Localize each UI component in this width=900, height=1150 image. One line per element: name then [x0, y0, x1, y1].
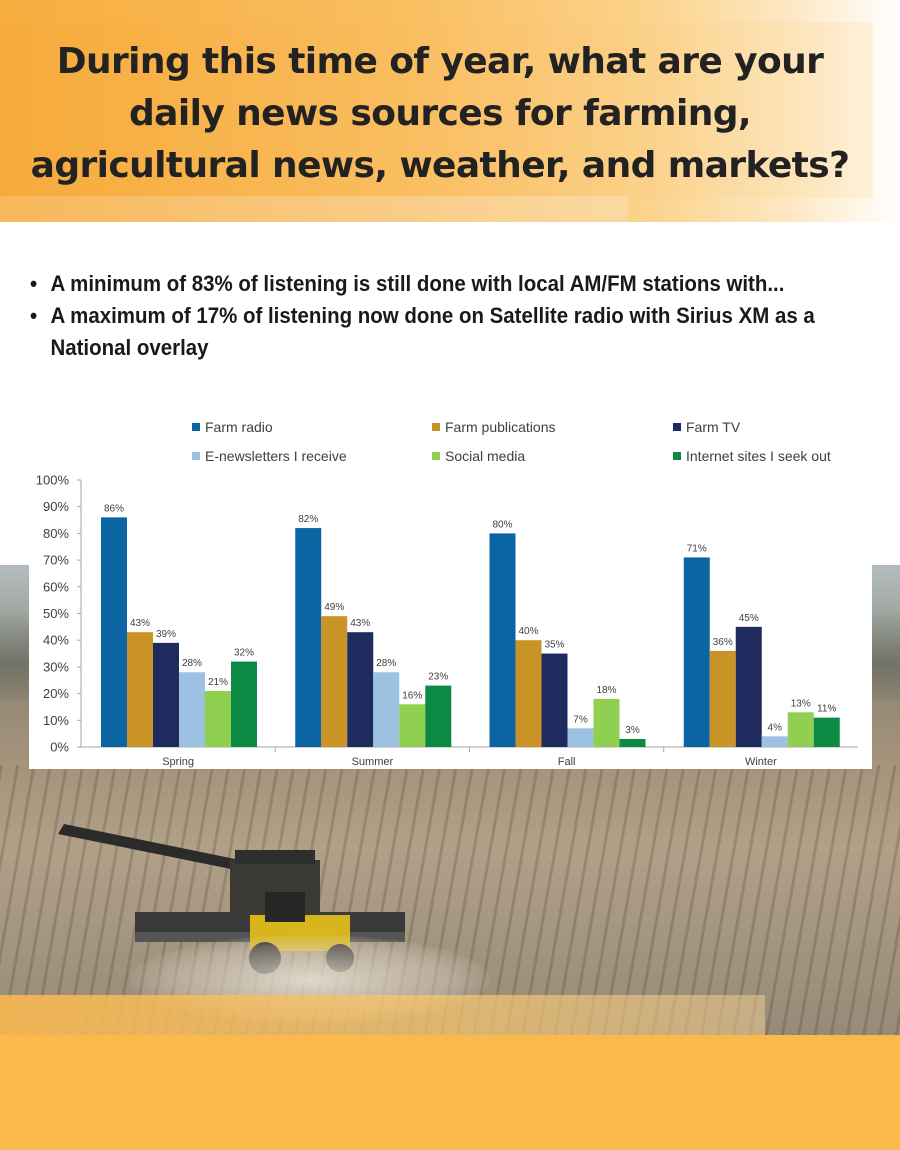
data-label: 7% — [573, 714, 588, 725]
y-tick-label: 80% — [43, 526, 69, 541]
bullet-item: A maximum of 17% of listening now done o… — [30, 300, 821, 364]
y-tick-label: 30% — [43, 659, 69, 674]
bar — [205, 690, 231, 747]
header-band-strip — [0, 196, 628, 222]
bar — [321, 616, 348, 747]
legend-label: Internet sites I seek out — [686, 448, 831, 464]
y-tick-label: 40% — [43, 633, 69, 648]
legend-swatch — [192, 423, 200, 431]
bar — [709, 650, 736, 747]
data-label: 43% — [130, 618, 150, 629]
legend-label: Farm TV — [686, 419, 741, 435]
data-label: 11% — [817, 704, 836, 715]
bar — [127, 632, 153, 747]
bar — [735, 626, 762, 747]
y-tick-label: 0% — [50, 740, 69, 755]
bar — [153, 642, 179, 747]
bar — [489, 533, 516, 747]
data-label: 71% — [687, 543, 707, 554]
x-tick-label: Spring — [162, 756, 194, 768]
bar — [567, 728, 594, 747]
bar — [619, 738, 646, 747]
bar — [399, 704, 426, 747]
bar — [761, 736, 788, 747]
legend-swatch — [673, 452, 681, 460]
legend-swatch — [432, 423, 440, 431]
legend-label: Farm radio — [205, 419, 273, 435]
y-tick-label: 70% — [43, 553, 69, 568]
footer-band — [0, 1035, 900, 1150]
y-tick-label: 60% — [43, 579, 69, 594]
bar-chart: 0% 10% 20% 30% 40% 50% 60% 70% 80% 90% 100% 86% 43% 3… — [36, 419, 858, 768]
legend-label: Social media — [445, 448, 525, 464]
data-label: 4% — [768, 722, 783, 733]
data-label: 80% — [492, 519, 512, 530]
bullet-list: A minimum of 83% of listening is still d… — [30, 268, 821, 364]
data-label: 43% — [350, 618, 370, 629]
data-label: 45% — [739, 613, 759, 624]
bar — [373, 672, 400, 747]
bar — [347, 632, 374, 747]
bar — [593, 698, 620, 747]
legend-label: E-newsletters I receive — [205, 448, 347, 464]
bar — [231, 661, 257, 747]
x-tick-label: Fall — [558, 756, 576, 768]
data-label: 28% — [376, 658, 396, 669]
x-tick-label: Summer — [352, 756, 394, 768]
legend-label: Farm publications — [445, 419, 556, 435]
bottom-strip — [0, 995, 765, 1035]
bar — [683, 557, 710, 747]
y-tick-label: 90% — [43, 499, 69, 514]
bar — [515, 640, 542, 747]
data-label: 39% — [156, 629, 176, 640]
bar — [101, 517, 127, 747]
data-label: 21% — [208, 677, 228, 688]
data-label: 35% — [544, 640, 564, 651]
data-label: 13% — [791, 698, 811, 709]
x-tick-label: Winter — [745, 756, 777, 768]
chart-panel: 0% 10% 20% 30% 40% 50% 60% 70% 80% 90% 100% 86% 43% 3… — [29, 403, 872, 769]
legend-swatch — [673, 423, 681, 431]
data-label: 40% — [518, 626, 538, 637]
y-tick-label: 50% — [43, 606, 69, 621]
y-tick-label: 100% — [36, 473, 70, 488]
data-label: 36% — [713, 637, 733, 648]
data-label: 18% — [596, 685, 616, 696]
legend-swatch — [192, 452, 200, 460]
bar — [541, 653, 568, 747]
data-label: 16% — [402, 690, 422, 701]
data-label: 23% — [428, 672, 448, 683]
legend-swatch — [432, 452, 440, 460]
bar — [787, 712, 814, 747]
bar — [813, 717, 840, 747]
data-label: 82% — [298, 514, 318, 525]
header-band-overlay — [0, 22, 873, 198]
data-label: 3% — [625, 725, 640, 736]
data-label: 28% — [182, 658, 202, 669]
bullet-item: A minimum of 83% of listening is still d… — [30, 268, 821, 300]
bar — [179, 672, 205, 747]
data-label: 86% — [104, 503, 124, 514]
data-label: 49% — [324, 602, 344, 613]
bar — [425, 685, 452, 747]
y-tick-label: 20% — [43, 686, 69, 701]
bar — [295, 528, 322, 747]
y-tick-label: 10% — [43, 713, 69, 728]
data-label: 32% — [234, 648, 254, 659]
page-title: During this time of year, what are your … — [30, 41, 850, 186]
